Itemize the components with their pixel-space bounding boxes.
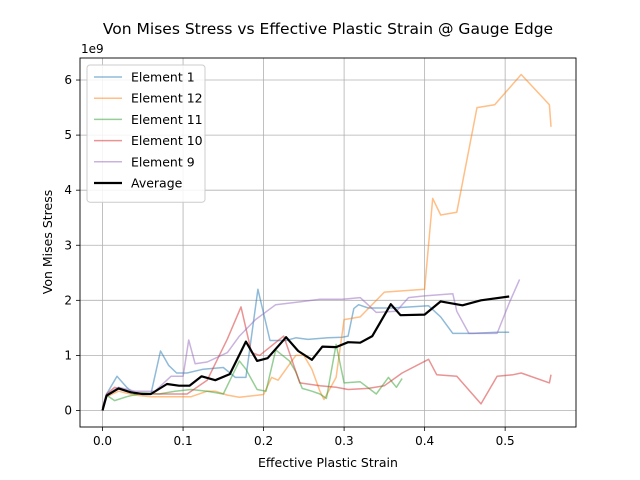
y-tick-label: 0 <box>64 403 72 417</box>
ticks: 0.0 0.1 0.2 0.3 0.4 0.5 0 1 2 3 4 5 6 <box>64 73 514 448</box>
y-tick-label: 3 <box>64 238 72 252</box>
x-tick-label: 0.3 <box>335 434 354 448</box>
series-line-average <box>101 295 510 411</box>
legend-label-element-12: Element 12 <box>131 91 203 106</box>
legend: Element 1 Element 12 Element 11 Element 10 E… <box>86 64 206 203</box>
x-tick-label: 0.1 <box>174 434 193 448</box>
y-tick-label: 5 <box>64 128 72 142</box>
chart-title: Von Mises Stress vs Effective Plastic St… <box>103 20 553 38</box>
legend-label-element-10: Element 10 <box>131 133 203 148</box>
x-tick-label: 0.2 <box>254 434 273 448</box>
legend-label-average: Average <box>131 176 183 191</box>
y-offset-label: 1e9 <box>81 42 104 56</box>
legend-label-element-9: Element 9 <box>131 154 195 169</box>
legend-box <box>86 64 206 203</box>
x-axis-label: Effective Plastic Strain <box>258 455 398 470</box>
series-line-element-12 <box>101 73 552 408</box>
x-tick-label: 0.0 <box>93 434 112 448</box>
y-tick-label: 6 <box>64 73 72 87</box>
series-lines <box>101 73 552 411</box>
y-tick-label: 4 <box>64 183 72 197</box>
y-tick-label: 1 <box>64 348 72 362</box>
plot-frame <box>79 57 577 428</box>
legend-label-element-11: Element 11 <box>131 112 203 127</box>
x-tick-label: 0.5 <box>496 434 515 448</box>
y-axis-label: Von Mises Stress <box>40 190 55 295</box>
series-line-element-10 <box>101 306 552 408</box>
x-tick-label: 0.4 <box>415 434 434 448</box>
series-line-element-9 <box>101 279 521 408</box>
legend-label-element-1: Element 1 <box>131 70 195 85</box>
y-tick-label: 2 <box>64 293 72 307</box>
